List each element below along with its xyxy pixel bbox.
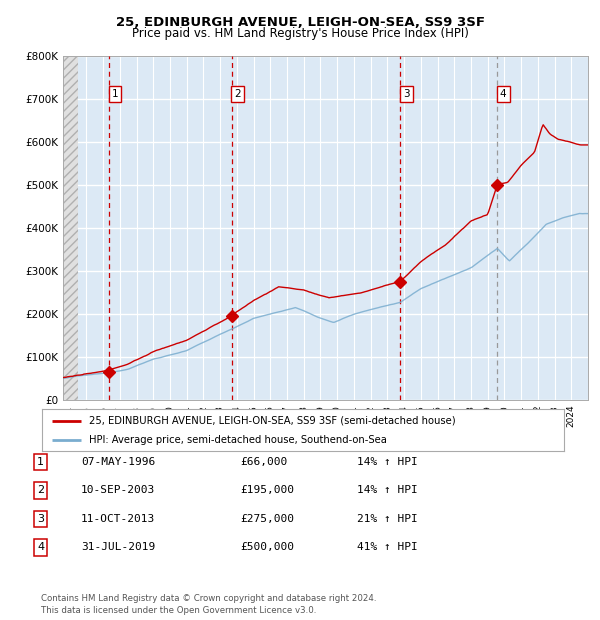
Text: 25, EDINBURGH AVENUE, LEIGH-ON-SEA, SS9 3SF: 25, EDINBURGH AVENUE, LEIGH-ON-SEA, SS9 …	[115, 16, 485, 29]
Bar	[63, 56, 78, 400]
Text: 3: 3	[37, 514, 44, 524]
Text: HPI: Average price, semi-detached house, Southend-on-Sea: HPI: Average price, semi-detached house,…	[89, 435, 387, 445]
Text: 21% ↑ HPI: 21% ↑ HPI	[357, 514, 418, 524]
Text: 25, EDINBURGH AVENUE, LEIGH-ON-SEA, SS9 3SF (semi-detached house): 25, EDINBURGH AVENUE, LEIGH-ON-SEA, SS9 …	[89, 415, 455, 425]
Text: 11-OCT-2013: 11-OCT-2013	[81, 514, 155, 524]
Text: 14% ↑ HPI: 14% ↑ HPI	[357, 485, 418, 495]
Text: 31-JUL-2019: 31-JUL-2019	[81, 542, 155, 552]
Text: Price paid vs. HM Land Registry's House Price Index (HPI): Price paid vs. HM Land Registry's House …	[131, 27, 469, 40]
Text: £275,000: £275,000	[240, 514, 294, 524]
Text: 14% ↑ HPI: 14% ↑ HPI	[357, 457, 418, 467]
Text: 2: 2	[234, 89, 241, 99]
Text: 10-SEP-2003: 10-SEP-2003	[81, 485, 155, 495]
Text: 4: 4	[500, 89, 506, 99]
Text: 1: 1	[112, 89, 118, 99]
Text: £500,000: £500,000	[240, 542, 294, 552]
Text: 41% ↑ HPI: 41% ↑ HPI	[357, 542, 418, 552]
Text: Contains HM Land Registry data © Crown copyright and database right 2024.
This d: Contains HM Land Registry data © Crown c…	[41, 594, 376, 615]
Text: 3: 3	[403, 89, 410, 99]
Text: 4: 4	[37, 542, 44, 552]
Text: £66,000: £66,000	[240, 457, 287, 467]
Bar	[63, 56, 78, 400]
Text: £195,000: £195,000	[240, 485, 294, 495]
Text: 07-MAY-1996: 07-MAY-1996	[81, 457, 155, 467]
Text: 1: 1	[37, 457, 44, 467]
Text: 2: 2	[37, 485, 44, 495]
